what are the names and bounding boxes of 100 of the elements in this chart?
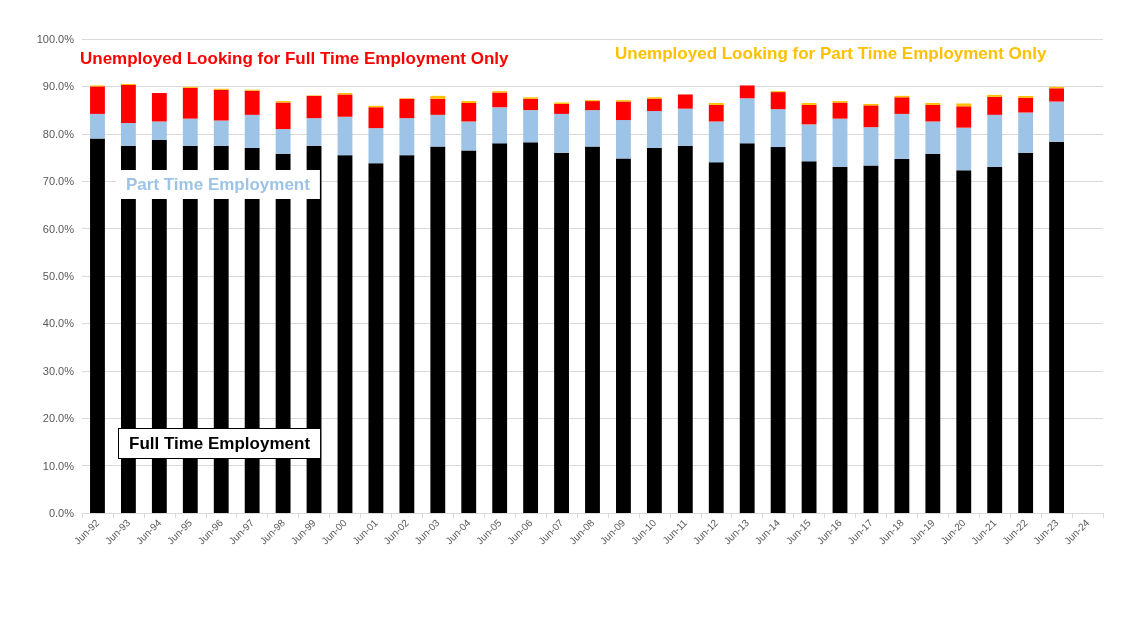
bar xyxy=(337,94,353,117)
bar xyxy=(987,114,1003,167)
bar xyxy=(585,110,600,147)
bar xyxy=(182,87,198,119)
bar xyxy=(492,107,508,144)
bar xyxy=(430,95,446,99)
bar xyxy=(368,107,384,129)
bar xyxy=(430,114,446,147)
y-tick-label: 30.0% xyxy=(42,364,75,377)
bar xyxy=(523,110,539,143)
bar xyxy=(956,127,972,171)
y-tick-label: 70.0% xyxy=(42,175,75,188)
bar xyxy=(739,143,755,513)
bar xyxy=(399,98,415,119)
bar xyxy=(213,89,229,121)
bar xyxy=(585,101,600,111)
y-tick-label: 60.0% xyxy=(42,222,75,235)
y-tick-label: 50.0% xyxy=(42,270,75,282)
bar xyxy=(399,155,415,513)
bar xyxy=(956,103,972,107)
bar xyxy=(554,113,569,153)
bar xyxy=(213,120,229,146)
bar xyxy=(677,94,693,109)
bar xyxy=(770,109,786,148)
bar xyxy=(832,118,848,167)
bar xyxy=(770,92,786,110)
bar xyxy=(894,97,910,114)
bar xyxy=(677,145,693,513)
bar xyxy=(894,113,910,159)
bar xyxy=(182,118,198,146)
bar xyxy=(90,113,105,139)
bar xyxy=(956,106,972,128)
bar xyxy=(120,84,136,123)
y-tick-label: 20.0% xyxy=(42,412,75,425)
bar xyxy=(708,162,724,513)
bar xyxy=(337,116,353,156)
bar xyxy=(523,142,539,513)
bar xyxy=(987,96,1003,115)
bar xyxy=(925,153,941,513)
bar xyxy=(739,85,755,99)
bar xyxy=(646,111,662,149)
bar xyxy=(863,127,879,166)
y-tick-label: 10.0% xyxy=(42,459,75,472)
bar xyxy=(1049,141,1065,513)
bar xyxy=(585,146,600,513)
bar xyxy=(894,158,910,513)
bar xyxy=(863,165,879,513)
bar xyxy=(646,98,662,112)
bar xyxy=(616,158,631,513)
bar xyxy=(801,124,817,162)
y-tick-label: 100.0% xyxy=(36,33,75,45)
bar xyxy=(616,101,631,121)
bar xyxy=(523,98,539,111)
bar xyxy=(306,95,322,119)
bar xyxy=(492,92,508,108)
bar xyxy=(987,166,1003,513)
bar xyxy=(1018,97,1034,113)
y-tick-label: 0.0% xyxy=(48,507,75,519)
y-tick-label: 80.0% xyxy=(42,127,75,140)
bar xyxy=(863,105,879,128)
bar xyxy=(1018,112,1034,153)
bar xyxy=(492,143,508,513)
bar xyxy=(616,120,631,159)
bar xyxy=(90,138,105,513)
bar xyxy=(801,161,817,513)
bar xyxy=(956,170,972,513)
bar xyxy=(275,129,291,154)
bar xyxy=(708,121,724,163)
y-tick-label: 90.0% xyxy=(42,80,75,93)
bar xyxy=(120,122,136,146)
series-label: Unemployed Looking for Part Time Employment Only xyxy=(615,44,1047,63)
bar xyxy=(646,148,662,513)
bar xyxy=(554,103,569,114)
bar xyxy=(832,102,848,119)
bar xyxy=(244,114,260,149)
bar xyxy=(677,108,693,146)
bar xyxy=(925,104,941,122)
series-label: Part Time Employment xyxy=(126,175,311,194)
bar xyxy=(461,102,477,122)
bar xyxy=(368,163,384,513)
bar xyxy=(832,166,848,513)
bar xyxy=(739,98,755,144)
bar xyxy=(275,102,291,130)
series-label: Full Time Employment xyxy=(129,434,311,453)
bar xyxy=(90,86,105,114)
bar xyxy=(1049,101,1065,142)
bar xyxy=(461,121,477,151)
bar xyxy=(337,155,353,513)
bar xyxy=(306,118,322,146)
bar xyxy=(430,98,446,115)
bar xyxy=(151,93,167,122)
bar xyxy=(244,90,260,115)
bar xyxy=(151,121,167,140)
bar xyxy=(461,150,477,513)
bar xyxy=(925,121,941,154)
bar xyxy=(770,147,786,513)
bar xyxy=(399,118,415,156)
bar xyxy=(430,146,446,513)
bar xyxy=(708,104,724,122)
bar xyxy=(1049,88,1065,102)
